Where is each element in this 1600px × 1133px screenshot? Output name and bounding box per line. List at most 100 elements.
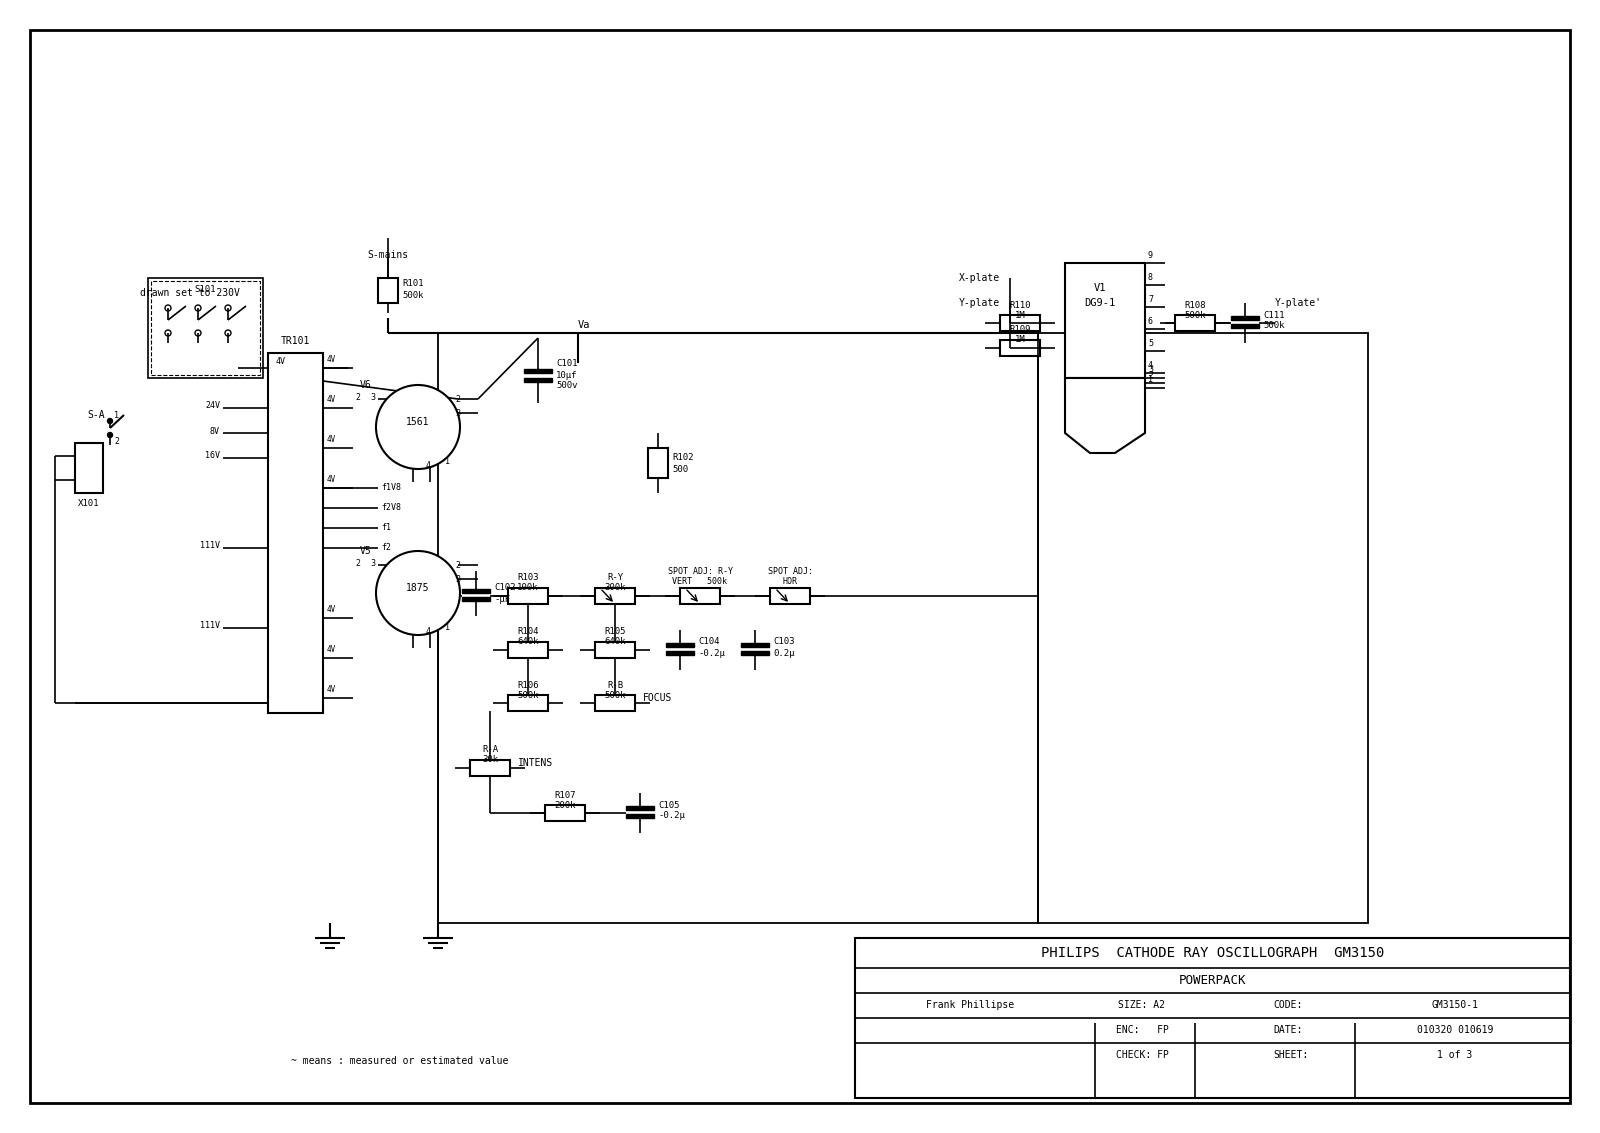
Text: HOR: HOR bbox=[782, 578, 797, 587]
Bar bbox=[438, 333, 1038, 923]
Text: DG9-1: DG9-1 bbox=[1085, 298, 1115, 308]
Text: PHILIPS  CATHODE RAY OSCILLOGRAPH  GM3150: PHILIPS CATHODE RAY OSCILLOGRAPH GM3150 bbox=[1042, 946, 1384, 960]
Bar bbox=[1066, 263, 1146, 378]
Text: 1: 1 bbox=[1149, 375, 1154, 384]
Bar bbox=[1000, 340, 1040, 356]
Text: R-A: R-A bbox=[482, 746, 498, 755]
Bar bbox=[1230, 316, 1259, 320]
Text: X-plate: X-plate bbox=[958, 273, 1000, 283]
Text: V6: V6 bbox=[360, 380, 371, 390]
Text: Y-plate: Y-plate bbox=[958, 298, 1000, 308]
Text: 4V: 4V bbox=[326, 395, 336, 404]
Bar bbox=[462, 589, 490, 593]
Bar bbox=[648, 448, 669, 478]
Text: R104: R104 bbox=[517, 628, 539, 637]
Bar bbox=[741, 644, 770, 647]
Text: 200k: 200k bbox=[554, 801, 576, 809]
Text: C105: C105 bbox=[658, 801, 680, 809]
Bar bbox=[626, 806, 654, 810]
Text: R108: R108 bbox=[1184, 300, 1206, 309]
Text: C111: C111 bbox=[1262, 310, 1285, 320]
Text: 500k: 500k bbox=[517, 690, 539, 699]
Text: 3: 3 bbox=[454, 409, 461, 417]
Circle shape bbox=[226, 330, 230, 337]
Text: R-Y: R-Y bbox=[606, 573, 622, 582]
Bar bbox=[75, 443, 102, 493]
Text: 500k: 500k bbox=[1184, 310, 1206, 320]
Text: 500: 500 bbox=[672, 465, 688, 474]
Text: 4: 4 bbox=[1149, 360, 1154, 369]
Text: 1875: 1875 bbox=[406, 583, 430, 593]
Text: -µF: -µF bbox=[494, 595, 510, 604]
Text: -0.2µ: -0.2µ bbox=[658, 811, 685, 820]
Bar bbox=[741, 651, 770, 655]
Text: 1: 1 bbox=[114, 410, 118, 419]
Bar bbox=[269, 353, 323, 713]
Text: 1561: 1561 bbox=[406, 417, 430, 427]
Text: 4V: 4V bbox=[326, 646, 336, 655]
Text: 8V: 8V bbox=[210, 426, 221, 435]
Text: f2V8: f2V8 bbox=[381, 503, 402, 512]
Text: 4V: 4V bbox=[326, 685, 336, 695]
Text: 1M: 1M bbox=[1014, 335, 1026, 344]
Polygon shape bbox=[1066, 378, 1146, 453]
Text: 4V: 4V bbox=[326, 435, 336, 444]
Text: SHEET:: SHEET: bbox=[1274, 1050, 1309, 1060]
Text: TR101: TR101 bbox=[282, 337, 310, 346]
Text: ENC:   FP: ENC: FP bbox=[1115, 1025, 1168, 1036]
Circle shape bbox=[376, 551, 461, 634]
Text: R109: R109 bbox=[1010, 325, 1030, 334]
Bar bbox=[626, 813, 654, 818]
Text: X101: X101 bbox=[78, 499, 99, 508]
Bar bbox=[1000, 315, 1040, 331]
Circle shape bbox=[226, 305, 230, 310]
Text: 2: 2 bbox=[114, 436, 118, 445]
Text: 0.2µ: 0.2µ bbox=[773, 648, 795, 657]
Text: 30k: 30k bbox=[482, 756, 498, 765]
Bar bbox=[595, 588, 635, 604]
Text: R-B: R-B bbox=[606, 681, 622, 690]
Text: 3: 3 bbox=[454, 574, 461, 583]
Text: R105: R105 bbox=[605, 628, 626, 637]
Text: 1M: 1M bbox=[1014, 310, 1026, 320]
Text: CODE:: CODE: bbox=[1274, 1000, 1302, 1010]
Text: Y-plate': Y-plate' bbox=[1275, 298, 1322, 308]
Text: R102: R102 bbox=[672, 453, 693, 462]
Text: S101: S101 bbox=[194, 286, 216, 295]
Text: 9: 9 bbox=[1149, 250, 1154, 259]
Text: 500k: 500k bbox=[605, 690, 626, 699]
Text: 1 of 3: 1 of 3 bbox=[1437, 1050, 1472, 1060]
Text: S-A: S-A bbox=[88, 410, 106, 420]
Text: CHECK: FP: CHECK: FP bbox=[1115, 1050, 1168, 1060]
Text: 6: 6 bbox=[1149, 316, 1154, 325]
Text: V5: V5 bbox=[360, 546, 371, 556]
Text: ~ means : measured or estimated value: ~ means : measured or estimated value bbox=[291, 1056, 509, 1066]
Text: 1: 1 bbox=[445, 458, 451, 467]
Text: SIZE: A2: SIZE: A2 bbox=[1118, 1000, 1165, 1010]
Circle shape bbox=[165, 330, 171, 337]
Text: 4V: 4V bbox=[326, 356, 336, 365]
Text: 5: 5 bbox=[1149, 339, 1154, 348]
Bar bbox=[595, 642, 635, 658]
Text: 24V: 24V bbox=[205, 401, 221, 410]
Bar bbox=[1230, 324, 1259, 327]
Bar bbox=[509, 695, 547, 712]
Bar bbox=[509, 642, 547, 658]
Text: C103: C103 bbox=[773, 638, 795, 647]
Text: 010320 010619: 010320 010619 bbox=[1418, 1025, 1493, 1036]
Text: R103: R103 bbox=[517, 573, 539, 582]
Text: 16V: 16V bbox=[205, 451, 221, 460]
Text: DATE:: DATE: bbox=[1274, 1025, 1302, 1036]
Text: C104: C104 bbox=[698, 638, 720, 647]
Circle shape bbox=[107, 433, 112, 437]
Text: C101: C101 bbox=[557, 359, 578, 368]
Text: 4: 4 bbox=[426, 460, 430, 469]
Text: 500k: 500k bbox=[402, 290, 424, 299]
Bar bbox=[525, 369, 552, 373]
Circle shape bbox=[165, 305, 171, 310]
Bar bbox=[666, 644, 694, 647]
Text: f1V8: f1V8 bbox=[381, 484, 402, 493]
Text: S-mains: S-mains bbox=[368, 250, 408, 259]
Text: Frank Phillipse: Frank Phillipse bbox=[926, 1000, 1014, 1010]
Bar bbox=[525, 378, 552, 382]
